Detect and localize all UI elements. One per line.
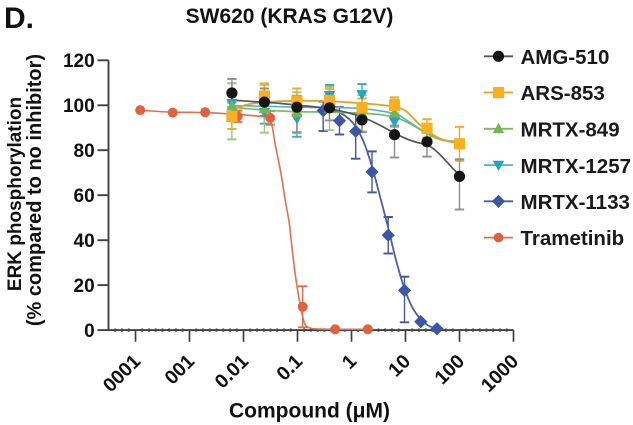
svg-text:Trametinib: Trametinib [521, 227, 625, 250]
svg-text:ERK phosphorylation: ERK phosphorylation [5, 97, 26, 291]
svg-text:MRTX-849: MRTX-849 [521, 119, 620, 142]
svg-text:60: 60 [74, 186, 95, 207]
svg-text:ARS-853: ARS-853 [521, 82, 605, 105]
svg-text:MRTX-1257: MRTX-1257 [521, 155, 632, 178]
svg-text:0: 0 [84, 321, 95, 342]
svg-text:80: 80 [74, 141, 95, 162]
svg-text:100: 100 [63, 96, 95, 117]
svg-text:AMG-510: AMG-510 [521, 46, 610, 69]
svg-text:D.: D. [4, 2, 34, 35]
svg-text:(% compared to no inhibitor): (% compared to no inhibitor) [24, 54, 46, 326]
svg-text:Compound (μM): Compound (μM) [229, 400, 390, 423]
svg-text:40: 40 [74, 231, 95, 252]
svg-text:MRTX-1133: MRTX-1133 [521, 191, 630, 214]
svg-text:120: 120 [63, 51, 95, 72]
svg-text:SW620 (KRAS G12V): SW620 (KRAS G12V) [186, 5, 394, 28]
svg-text:20: 20 [74, 276, 95, 297]
